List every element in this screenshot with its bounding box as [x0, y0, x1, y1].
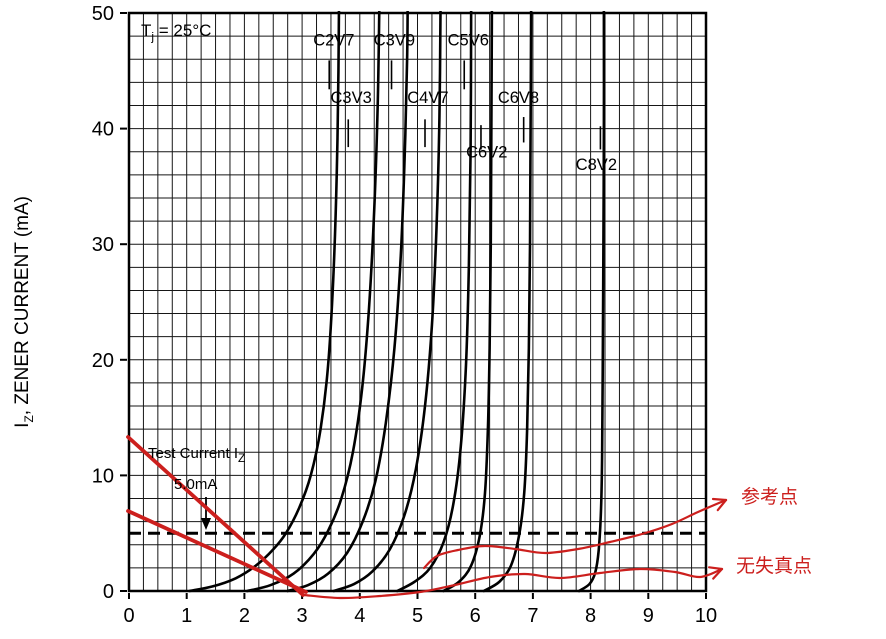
zener-curve-C3V3: [245, 11, 381, 593]
y-tick-label: 40: [92, 119, 114, 141]
zener-curve-C4V7: [332, 11, 442, 593]
curve-label-C3V3: C3V3: [330, 89, 371, 107]
y-tick-label: 30: [92, 234, 114, 256]
x-tick-label: 10: [695, 605, 717, 627]
y-tick-label: 50: [92, 3, 114, 25]
red-annotation-path-reference-arrowhead: [711, 497, 728, 502]
curve-label-C4V7: C4V7: [407, 89, 448, 107]
y-axis-title: IZ, ZENER CURRENT (mA): [12, 162, 36, 462]
tj-suffix: = 25°C: [154, 21, 212, 40]
y-tick-label: 20: [92, 350, 114, 372]
test-current-value: 5.0mA: [174, 476, 218, 493]
red-annotation-path-no-distortion-arrowhead: [707, 566, 724, 571]
curve-label-C2V7: C2V7: [313, 31, 354, 49]
zener-curve-C5V6: [396, 11, 473, 593]
red-annotation-path-reference: [422, 498, 728, 570]
x-tick-label: 3: [297, 605, 308, 627]
test-current-label-line1: Test Current IZ: [148, 446, 245, 464]
x-tick-label: 6: [470, 605, 481, 627]
red-label-no-distortion-point: 无失真点: [736, 555, 812, 577]
y-tick-label: 10: [92, 465, 114, 487]
test-current-text: Test Current I: [148, 445, 239, 462]
test-current-sub: Z: [238, 451, 246, 465]
y-tick-label: 0: [103, 581, 114, 603]
plot-frame: [127, 11, 708, 593]
y-axis-title-sub: Z: [21, 415, 36, 423]
zener-curve-C8V2: [577, 11, 606, 593]
curve-label-C6V2: C6V2: [466, 144, 507, 162]
red-load-line-2: [126, 509, 308, 594]
y-axis-title-prefix: I: [12, 422, 34, 428]
x-tick-label: 1: [181, 605, 192, 627]
curve-label-C8V2: C8V2: [576, 156, 617, 174]
tj-sub: j: [151, 29, 155, 44]
x-tick-label: 9: [643, 605, 654, 627]
x-tick-label: 8: [585, 605, 596, 627]
curve-label-C3V9: C3V9: [374, 31, 415, 49]
zener-curve-C6V8: [482, 11, 533, 593]
red-annotation-path-no-distortion-arrowhead: [712, 567, 724, 580]
x-tick-label: 7: [527, 605, 538, 627]
x-tick-label: 5: [412, 605, 423, 627]
red-load-line-1: [126, 435, 305, 597]
curve-label-C6V8: C6V8: [498, 89, 539, 107]
y-axis-title-suffix: , ZENER CURRENT (mA): [12, 195, 34, 416]
red-label-reference-point: 参考点: [741, 486, 798, 508]
curve-label-C5V6: C5V6: [448, 31, 489, 49]
x-tick-label: 4: [354, 605, 365, 627]
red-annotation-path-reference-arrowhead: [716, 498, 728, 512]
x-tick-label: 2: [239, 605, 250, 627]
zener-curve-C2V7: [188, 11, 341, 593]
tj-prefix: T: [141, 21, 152, 40]
red-annotation-path-no-distortion: [302, 567, 724, 600]
junction-temperature-label: Tj = 25°C: [141, 21, 211, 43]
x-tick-label: 0: [123, 605, 134, 627]
zener-curve-C6V2: [442, 11, 494, 593]
test-current-arrow-head: [201, 518, 211, 530]
test-current-label: Test Current IZ 5.0mA: [148, 446, 245, 492]
zener-curve-C3V9: [286, 11, 409, 593]
